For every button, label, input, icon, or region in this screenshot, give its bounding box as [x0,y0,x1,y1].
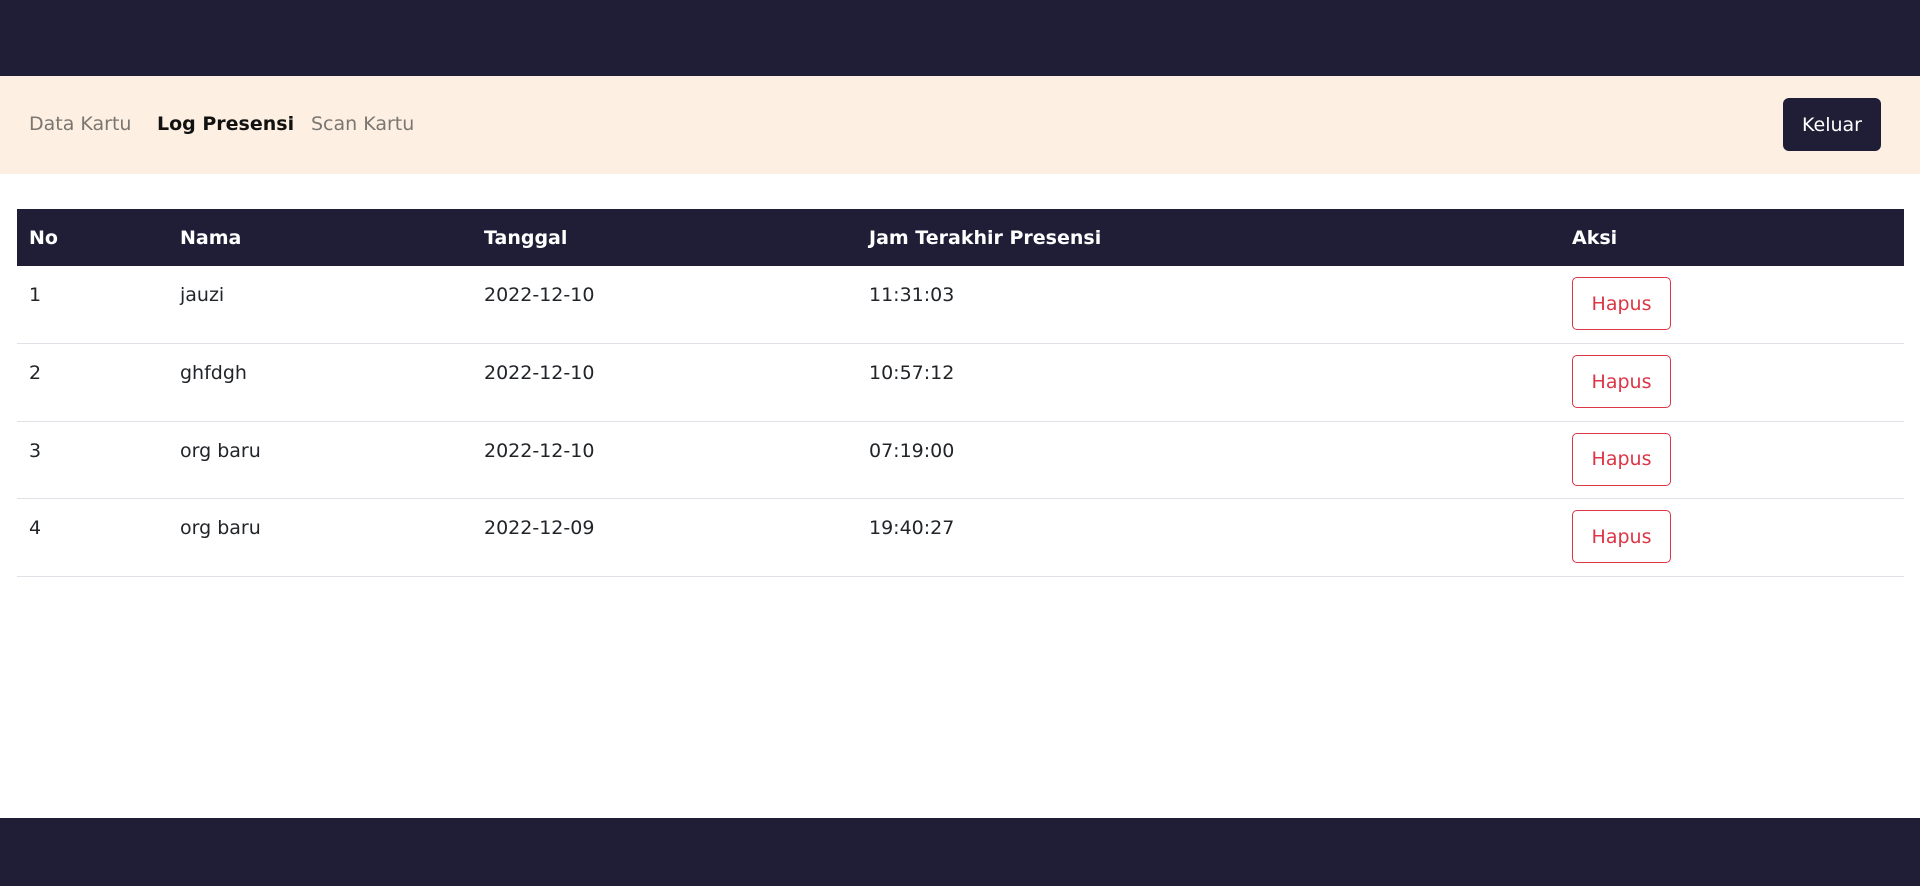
header-jam: Jam Terakhir Presensi [869,226,1102,249]
table-header: No Nama Tanggal Jam Terakhir Presensi Ak… [17,209,1904,266]
delete-button[interactable]: Hapus [1572,510,1671,563]
navigation-bar: Data Kartu Log Presensi Scan Kartu Kelua… [0,76,1920,174]
cell-jam: 07:19:00 [869,439,955,462]
cell-nama: org baru [180,439,261,462]
cell-no: 1 [29,284,42,306]
cell-tanggal: 2022-12-10 [484,284,595,306]
cell-jam: 19:40:27 [869,517,955,539]
cell-nama: ghfdgh [180,362,247,384]
nav-log-presensi[interactable]: Log Presensi [157,113,295,135]
cell-jam: 10:57:12 [869,362,955,384]
cell-tanggal: 2022-12-10 [484,362,595,384]
nav-data-kartu[interactable]: Data Kartu [29,113,132,135]
table-row: 4 org baru 2022-12-09 19:40:27 Hapus [17,499,1904,577]
cell-aksi: Hapus [1560,266,1904,344]
cell-aksi: Hapus [1560,421,1904,499]
cell-nama: jauzi [180,284,225,306]
top-bar [0,0,1920,76]
presence-log-table: No Nama Tanggal Jam Terakhir Presensi Ak… [17,209,1904,577]
cell-no: 4 [29,517,42,539]
table-row: 3 org baru 2022-12-10 07:19:00 Hapus [17,421,1904,499]
header-nama: Nama [180,226,242,249]
cell-aksi: Hapus [1560,499,1904,577]
header-tanggal: Tanggal [484,226,568,249]
cell-nama: org baru [180,517,261,539]
cell-aksi: Hapus [1560,344,1904,422]
logout-button[interactable]: Keluar [1783,98,1881,151]
cell-no: 2 [29,362,42,384]
header-no: No [29,226,58,249]
nav-scan-kartu[interactable]: Scan Kartu [311,113,415,135]
cell-tanggal: 2022-12-09 [484,517,595,539]
footer [0,818,1920,886]
delete-button[interactable]: Hapus [1572,277,1671,330]
cell-jam: 11:31:03 [869,284,955,306]
header-aksi: Aksi [1572,226,1618,249]
cell-no: 3 [29,439,42,462]
cell-tanggal: 2022-12-10 [484,439,595,462]
delete-button[interactable]: Hapus [1572,432,1671,486]
delete-button[interactable]: Hapus [1572,355,1671,408]
table-row: 1 jauzi 2022-12-10 11:31:03 Hapus [17,266,1904,344]
table-row: 2 ghfdgh 2022-12-10 10:57:12 Hapus [17,344,1904,422]
